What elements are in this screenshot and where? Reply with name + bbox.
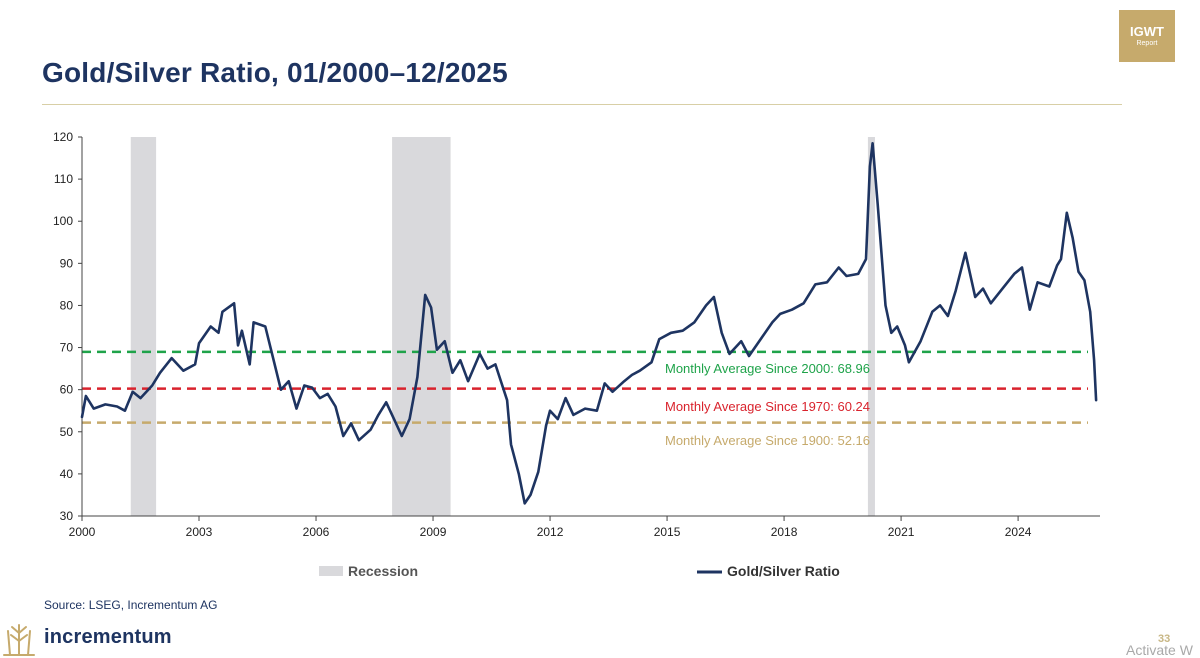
page-title: Gold/Silver Ratio, 01/2000–12/2025 (42, 57, 508, 88)
recession-band (130, 137, 157, 516)
legend-recession-swatch (319, 566, 343, 576)
x-tick-label: 2024 (1005, 525, 1032, 539)
y-tick-label: 30 (60, 509, 74, 523)
source-note: Source: LSEG, Incrementum AG (44, 598, 218, 612)
x-tick-label: 2009 (420, 525, 447, 539)
y-tick-label: 70 (60, 341, 74, 355)
y-tick-label: 80 (60, 298, 74, 312)
reference-line-label: Monthly Average Since 1970: 60.24 (665, 399, 870, 414)
y-tick-label: 100 (53, 214, 73, 228)
wheat-logo-icon (3, 624, 35, 656)
recession-band (867, 137, 875, 516)
gold-silver-ratio-chart: 30 40 50 60 70 80 90 100 110 120 2000 2003 2006 2009 2… (53, 130, 1100, 579)
y-tick-label: 60 (60, 383, 74, 397)
logo-text: IGWT (1130, 24, 1164, 39)
y-tick-label: 50 (60, 425, 74, 439)
x-tick-label: 2015 (654, 525, 681, 539)
x-tick-label: 2006 (303, 525, 330, 539)
legend-recession-label: Recession (348, 563, 418, 579)
title-divider (42, 104, 1122, 105)
y-tick-label: 90 (60, 256, 74, 270)
series-line (80, 142, 1098, 505)
igwt-logo: IGWT Report (1119, 10, 1175, 62)
x-tick-label: 2018 (771, 525, 798, 539)
x-tick-label: 2000 (69, 525, 96, 539)
logo-subtext: Report (1136, 40, 1158, 47)
x-tick-label: 2021 (888, 525, 915, 539)
y-tick-label: 110 (54, 172, 73, 186)
x-tick-label: 2003 (186, 525, 213, 539)
legend-series-label: Gold/Silver Ratio (727, 563, 840, 579)
y-tick-label: 40 (60, 467, 74, 481)
x-tick-label: 2012 (537, 525, 564, 539)
page-number: 33 (1158, 633, 1171, 645)
brand-name: incrementum (44, 626, 172, 648)
activation-watermark: Activate W (1126, 642, 1193, 658)
reference-line-label: Monthly Average Since 2000: 68.96 (665, 361, 870, 376)
reference-line-label: Monthly Average Since 1900: 52.16 (665, 433, 870, 448)
y-tick-label: 120 (53, 130, 73, 144)
